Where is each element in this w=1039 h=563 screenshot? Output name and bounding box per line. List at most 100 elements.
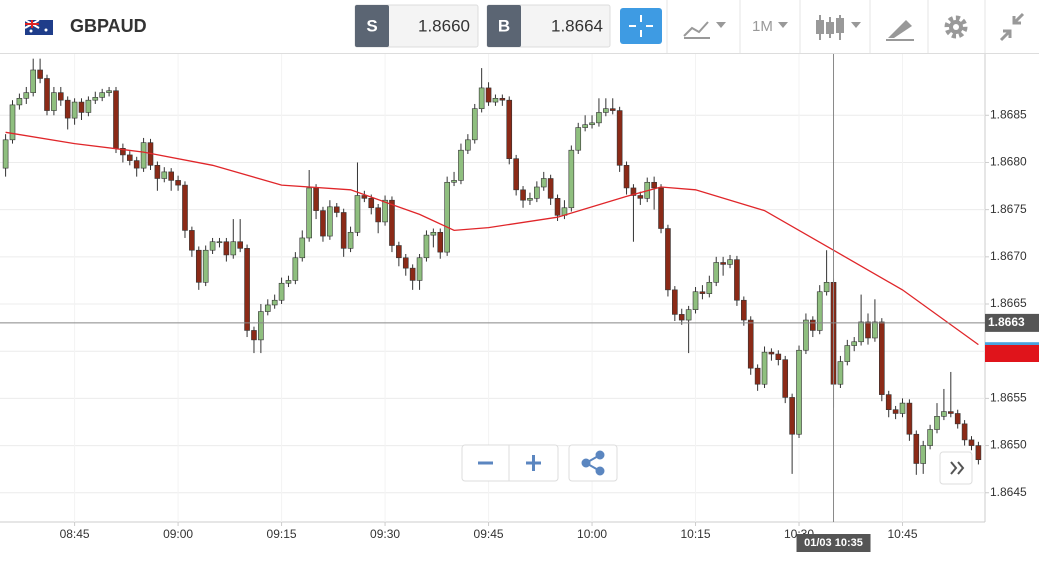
candle-body [423,234,430,259]
candle-body [534,186,540,199]
candle-body [954,413,961,425]
candle-body [78,101,85,113]
timeframe-caret [778,22,788,28]
candle-body [589,122,595,126]
crosshair-price-box [985,313,1039,332]
candle-body [202,249,209,283]
candle-body [865,321,871,339]
sell-label-bg [355,5,389,47]
ask-marker [985,345,1039,362]
candle-body [16,97,23,106]
candle-body [313,187,319,211]
candle-body [223,241,230,256]
candle-body [810,319,816,331]
candle-body [547,178,554,199]
candle-body [527,198,533,201]
candle-body [499,97,506,101]
candle-body [402,257,409,269]
x-tick-label: 10:00 [577,527,607,541]
candle-body [30,69,36,93]
y-tick-label: 1.8665 [990,296,1027,310]
candle-body [685,309,692,321]
candle-body [823,282,830,293]
share-button[interactable] [568,444,618,482]
candle-body [796,349,802,435]
candle-body [396,245,402,259]
draw-button[interactable] [886,20,914,41]
candle-body [9,104,16,141]
symbol[interactable]: GBPAUD [70,16,147,36]
candle-body [596,112,602,124]
scroll-right-button[interactable] [939,451,973,485]
grid: 1.86451.86501.86551.86601.86651.86701.86… [0,53,1027,541]
flag-icon [24,19,53,35]
chart-type-button[interactable] [683,21,726,39]
candle-body [913,433,920,464]
candle-body [520,189,526,201]
candle-body [651,181,657,189]
candle-body [278,282,285,301]
candle-body [699,291,706,294]
candle-body [506,99,513,159]
candle-body [320,210,326,237]
candle-body [85,99,92,113]
candle-body [285,280,292,284]
candle-body [554,198,561,216]
y-tick-label: 1.8655 [990,391,1027,405]
candle-body [175,180,181,186]
candle-body [637,195,644,199]
candle-body [720,262,726,265]
y-tick-label: 1.8680 [990,155,1027,169]
candle-body [975,445,982,461]
candle-body [948,411,954,414]
candle-body [934,416,940,430]
collapse-button[interactable] [999,12,1025,42]
candle-body [741,299,747,321]
candle-body [858,321,864,343]
candle-body [71,101,78,119]
buy-label: B [498,16,510,35]
candle-body [258,311,264,341]
candle-body [775,353,782,360]
candle-body [271,299,278,306]
candle-type-button[interactable] [816,15,861,40]
candle-body [768,351,775,355]
candle-body [216,241,223,244]
candle-body [782,359,789,398]
candle-body [492,97,499,103]
candle-body [968,439,975,446]
candle-body [416,257,423,281]
crosshair-time-box [796,534,871,552]
x-tick-label: 09:45 [474,527,504,541]
candle-body [382,199,388,223]
timeframe[interactable]: 1M [752,18,773,35]
x-tick-label: 10:15 [681,527,711,541]
candle-body [389,199,395,246]
candle-body [251,330,257,341]
candle-body [168,171,174,181]
candle-body [727,259,733,265]
x-tick-label: 09:30 [370,527,400,541]
candle-body [126,154,133,161]
sell-price: 1.8660 [418,16,470,35]
y-tick-label: 1.8645 [990,485,1027,499]
buy-label-bg [487,5,521,47]
candle-body [264,304,271,312]
candle-body [354,195,361,233]
candle-body [706,282,713,294]
candle-body [140,142,147,169]
candle-body [340,212,347,249]
settings-button[interactable] [944,15,968,39]
candle-body [99,92,105,98]
candle-body [616,110,623,166]
zoom-in[interactable] [526,455,541,471]
candle-body [347,231,354,249]
candle-body [941,411,947,417]
candle-body [430,231,437,236]
candle-body [182,184,188,231]
candle-body [906,402,913,435]
candle-body [885,394,892,411]
crosshair-button[interactable] [620,8,662,44]
candle-body [899,402,906,414]
